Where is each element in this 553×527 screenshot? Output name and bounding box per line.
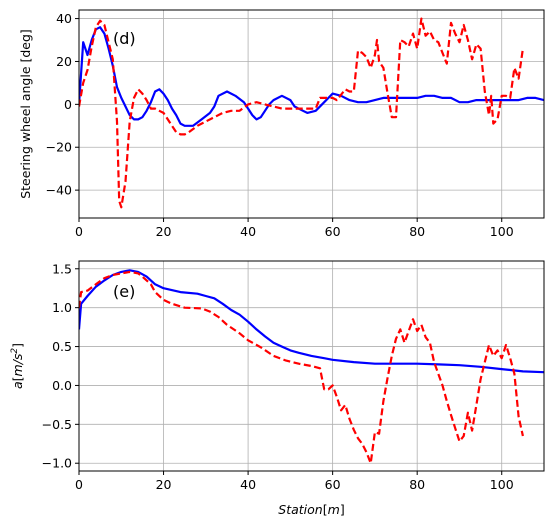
series-line-dashed-red: [79, 270, 524, 465]
panel-label: (e): [113, 282, 135, 301]
y-tick-label: 0.5: [52, 339, 72, 354]
chart-panel-steering: 0 20 40 60 80 100 −40 −20 0 20 40 Steering wheel an…: [18, 9, 545, 239]
x-tick-label: 100: [490, 477, 514, 492]
series-line-solid-blue: [79, 26, 544, 127]
x-tick-label: 40: [240, 477, 256, 492]
x-tick-label: 80: [409, 224, 425, 239]
y-tick-label: −40: [46, 183, 72, 198]
y-axis-label: Steering wheel angle [deg]: [18, 29, 33, 199]
y-tick-label: 40: [56, 11, 72, 26]
y-tick-label: 20: [56, 54, 72, 69]
x-tick-label: 80: [409, 477, 425, 492]
x-tick-label: 100: [490, 224, 514, 239]
plot-frame: [78, 9, 545, 219]
panel-label: (d): [113, 29, 136, 48]
x-tick-label: 0: [75, 224, 83, 239]
y-tick-label: 0.0: [52, 378, 72, 393]
x-tick-label: 20: [156, 477, 172, 492]
y-tick-label: 1.5: [52, 261, 72, 276]
plot-frame: [78, 260, 545, 472]
series-line-dashed-red: [79, 17, 524, 209]
y-tick-label: −20: [46, 140, 72, 155]
x-tick-label: 60: [325, 477, 341, 492]
y-axis-label: a[m/s2]: [10, 343, 25, 389]
y-tick-label: −1.0: [42, 456, 72, 471]
series-line-solid-blue: [79, 269, 544, 374]
x-tick-label: 0: [75, 477, 83, 492]
y-tick-label: 1.0: [52, 300, 72, 315]
chart-panel-acceleration: 0 20 40 60 80 100 −1.0 −0.5 0.0 0.5 1.0 1.5 a[m/s2] S…: [10, 260, 545, 517]
x-tick-label: 20: [156, 224, 172, 239]
y-tick-label: −0.5: [42, 417, 72, 432]
x-axis-label: Station[m]: [278, 502, 344, 517]
y-tick-label: 0: [64, 97, 72, 112]
x-tick-label: 60: [325, 224, 341, 239]
x-tick-label: 40: [240, 224, 256, 239]
